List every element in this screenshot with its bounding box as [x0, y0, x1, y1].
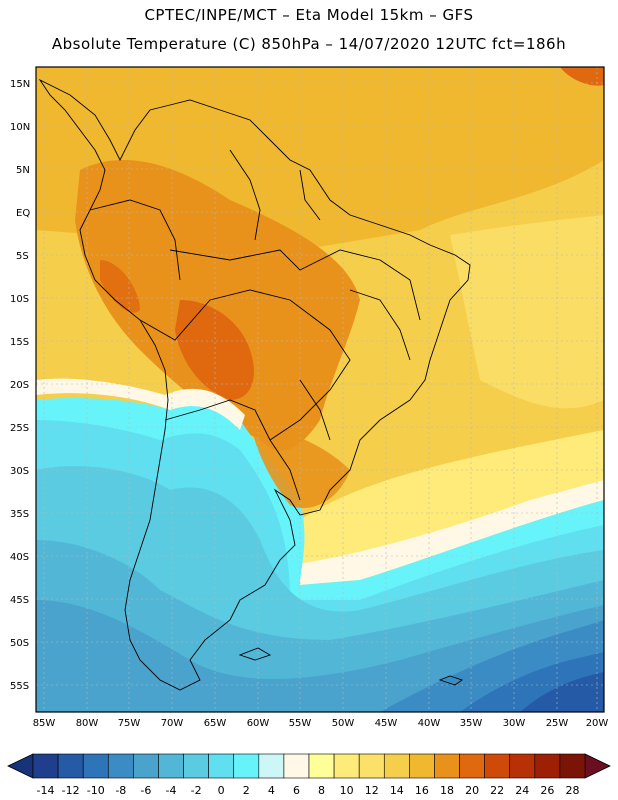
colorbar-under-arrow — [7, 753, 34, 779]
lon-label: 40W — [418, 718, 441, 729]
colorbar-label: -2 — [191, 784, 202, 797]
colorbar-swatch — [409, 753, 435, 779]
lon-label: 25W — [546, 718, 569, 729]
lat-label: 45S — [10, 595, 29, 606]
colorbar-swatch — [308, 753, 335, 779]
colorbar-label: 20 — [465, 784, 479, 797]
lon-label: 45W — [375, 718, 398, 729]
lat-label: 5S — [16, 251, 29, 262]
colorbar-label: 26 — [540, 784, 554, 797]
colorbar-label: -6 — [140, 784, 151, 797]
colorbar-label: 4 — [268, 784, 275, 797]
lon-label: 30W — [503, 718, 526, 729]
lat-label: 5N — [16, 165, 30, 176]
lon-label: 20W — [586, 718, 609, 729]
lat-label: 55S — [10, 681, 29, 692]
south-america-outline — [38, 78, 471, 691]
colorbar-swatch — [484, 753, 511, 779]
colorbar-swatch — [233, 753, 260, 779]
lon-label: 70W — [161, 718, 184, 729]
colorbar-label: 18 — [440, 784, 454, 797]
colorbar-label: 8 — [318, 784, 325, 797]
lat-label: 40S — [10, 552, 29, 563]
colorbar-label: 16 — [415, 784, 429, 797]
lat-label: 50S — [10, 638, 29, 649]
colorbar-label: -10 — [87, 784, 105, 797]
colorbar-label: 28 — [565, 784, 579, 797]
colorbar-swatch — [559, 753, 586, 779]
lon-label: 60W — [247, 718, 270, 729]
colorbar-swatch — [333, 753, 360, 779]
colorbar-swatch — [283, 753, 310, 779]
colorbar-label: 12 — [365, 784, 379, 797]
map-title-line-2: Absolute Temperature (C) 850hPa – 14/07/… — [51, 35, 567, 53]
colorbar: -14 -12 -10 -8 -6 -4 -2 0 2 4 6 8 10 12 14 16 18 20 22 24 26… — [7, 753, 611, 797]
lon-label: 35W — [460, 718, 483, 729]
colorbar-label: 6 — [293, 784, 300, 797]
colorbar-label: -4 — [166, 784, 177, 797]
lon-label: 50W — [332, 718, 355, 729]
lon-label: 55W — [289, 718, 312, 729]
colorbar-label: -8 — [115, 784, 126, 797]
colorbar-label: 24 — [515, 784, 529, 797]
colorbar-swatch — [208, 753, 235, 779]
lat-label: 10N — [10, 122, 30, 133]
colorbar-swatch — [32, 753, 59, 779]
longitude-labels: 85W 80W 75W 70W 65W 60W 55W 50W 45W 40W … — [33, 718, 609, 729]
colorbar-swatch — [534, 753, 561, 779]
lon-label: 75W — [118, 718, 141, 729]
colorbar-label: -14 — [37, 784, 55, 797]
map-frame — [35, 66, 605, 713]
lat-label: 30S — [10, 466, 29, 477]
lat-label: 15N — [10, 79, 30, 90]
colorbar-label: -12 — [62, 784, 80, 797]
colorbar-label: 14 — [390, 784, 404, 797]
lat-label: 20S — [10, 380, 29, 391]
map-title-line-1: CPTEC/INPE/MCT – Eta Model 15km – GFS — [144, 6, 474, 24]
colorbar-swatches — [32, 753, 586, 779]
colorbar-swatch — [383, 753, 410, 779]
lon-label: 80W — [76, 718, 99, 729]
lon-label: 65W — [204, 718, 227, 729]
colorbar-label: 10 — [340, 784, 354, 797]
lat-label: 15S — [10, 337, 29, 348]
colorbar-swatch — [158, 753, 184, 779]
colorbar-swatch — [82, 753, 109, 779]
colorbar-swatch — [358, 753, 385, 779]
temperature-field — [36, 67, 604, 712]
colorbar-label: 0 — [218, 784, 225, 797]
lat-label: 25S — [10, 423, 29, 434]
colorbar-over-arrow — [584, 753, 611, 779]
latitude-labels: 15N 10N 5N EQ 5S 10S 15S 20S 25S 30S 35S… — [10, 79, 30, 692]
colorbar-swatch — [459, 753, 485, 779]
colorbar-label: 22 — [490, 784, 504, 797]
colorbar-swatch — [258, 753, 285, 779]
lon-label: 85W — [33, 718, 56, 729]
colorbar-swatch — [183, 753, 209, 779]
lat-label: 35S — [10, 509, 29, 520]
colorbar-swatch — [57, 753, 84, 779]
colorbar-labels: -14 -12 -10 -8 -6 -4 -2 0 2 4 6 8 10 12 14 16 18 20 22 24 26… — [37, 784, 580, 797]
colorbar-label: 2 — [243, 784, 250, 797]
colorbar-swatch — [133, 753, 159, 779]
lat-label: 10S — [10, 294, 29, 305]
colorbar-swatch — [434, 753, 460, 779]
colorbar-swatch — [509, 753, 536, 779]
colorbar-swatch — [107, 753, 134, 779]
lat-label: EQ — [16, 208, 30, 219]
